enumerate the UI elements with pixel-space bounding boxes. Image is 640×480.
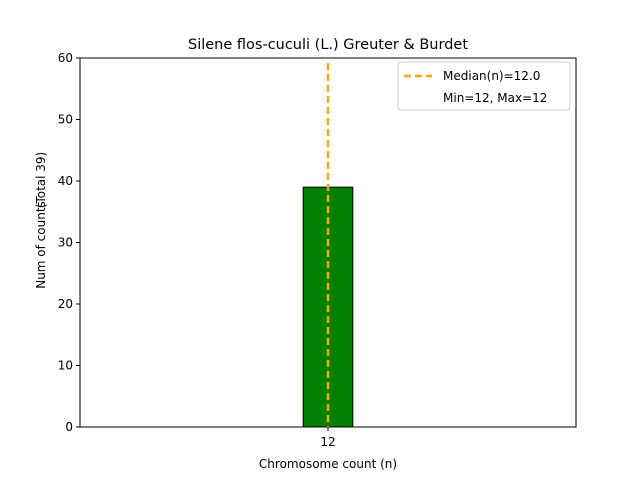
legend-box xyxy=(397,61,571,111)
legend-median-label: Median(n)=12.0 xyxy=(443,69,540,83)
y-tick-label: 40 xyxy=(58,174,73,188)
y-tick-label: 60 xyxy=(58,51,73,65)
y-tick-label: 50 xyxy=(58,113,73,127)
legend: Median(n)=12.0 Min=12, Max=12 xyxy=(397,61,571,111)
y-axis-total-label: (Total 39) xyxy=(34,152,48,208)
legend-minmax-label: Min=12, Max=12 xyxy=(443,91,547,105)
y-axis-label: Num of counts xyxy=(34,201,48,289)
chart-title: Silene flos-cuculi (L.) Greuter & Burdet xyxy=(188,37,468,53)
x-axis-label: Chromosome count (n) xyxy=(259,457,397,471)
x-axis: 12 xyxy=(320,427,336,449)
y-tick-label: 0 xyxy=(65,420,73,434)
x-tick-label: 12 xyxy=(320,435,335,449)
y-tick-label: 10 xyxy=(58,359,73,373)
y-axis: 0 10 20 30 40 50 60 xyxy=(58,51,80,434)
y-tick-label: 30 xyxy=(58,236,73,250)
y-tick-label: 20 xyxy=(58,297,73,311)
bars xyxy=(80,186,409,428)
